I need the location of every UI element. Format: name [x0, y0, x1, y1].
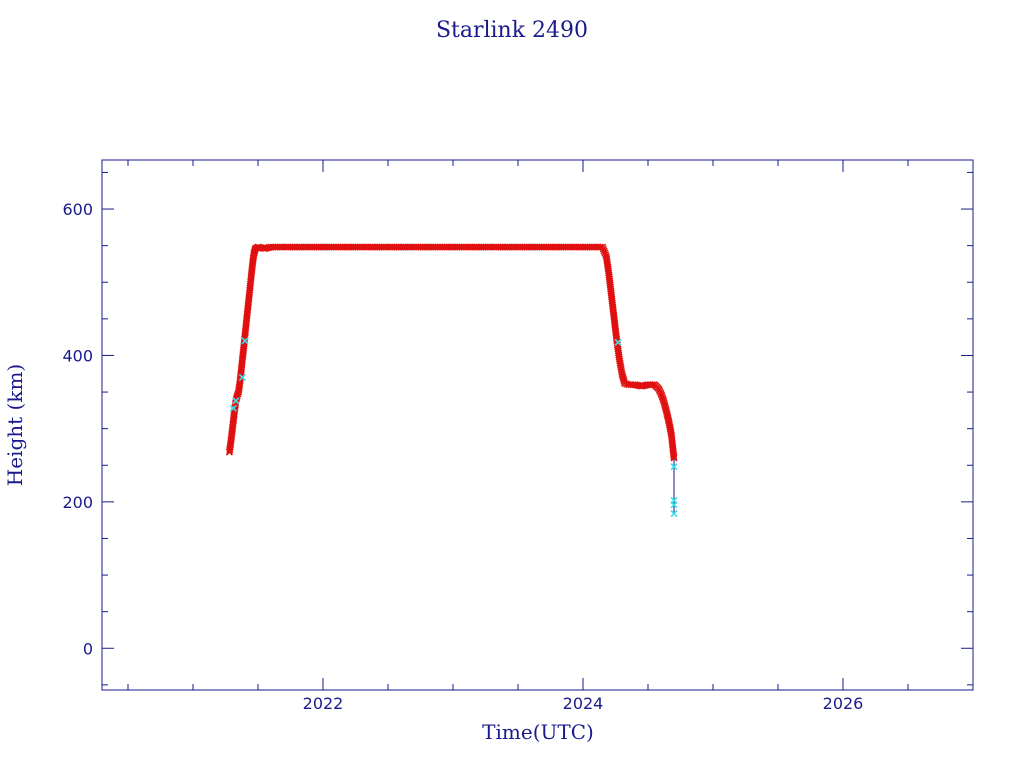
y-tick-label: 400 [62, 346, 93, 365]
axis-ticks [102, 160, 974, 690]
tick-labels: 2022 2024 2026 0 200 400 600 [62, 200, 863, 713]
x-tick-label: 2026 [823, 694, 864, 713]
chart-title: Starlink 2490 [436, 18, 588, 43]
x-tick-label: 2024 [563, 694, 604, 713]
data-points [225, 243, 678, 518]
data-point [232, 397, 240, 405]
x-tick-label: 2022 [303, 694, 344, 713]
data-point [238, 373, 246, 381]
data-point [614, 338, 622, 346]
data-point [229, 404, 237, 412]
y-tick-label: 0 [83, 639, 93, 658]
y-tick-label: 200 [62, 493, 93, 512]
x-axis-label: Time(UTC) [482, 720, 594, 744]
y-axis-label: Height (km) [3, 364, 27, 486]
y-tick-label: 600 [62, 200, 93, 219]
series-1 [229, 337, 678, 518]
data-point [621, 379, 629, 387]
data-point [670, 501, 678, 509]
data-point [670, 463, 678, 471]
data-point [670, 452, 678, 460]
data-point [670, 510, 678, 518]
data-point [241, 337, 249, 345]
series-0 [225, 243, 678, 462]
data-point [670, 454, 678, 462]
plot-frame [101, 159, 974, 691]
